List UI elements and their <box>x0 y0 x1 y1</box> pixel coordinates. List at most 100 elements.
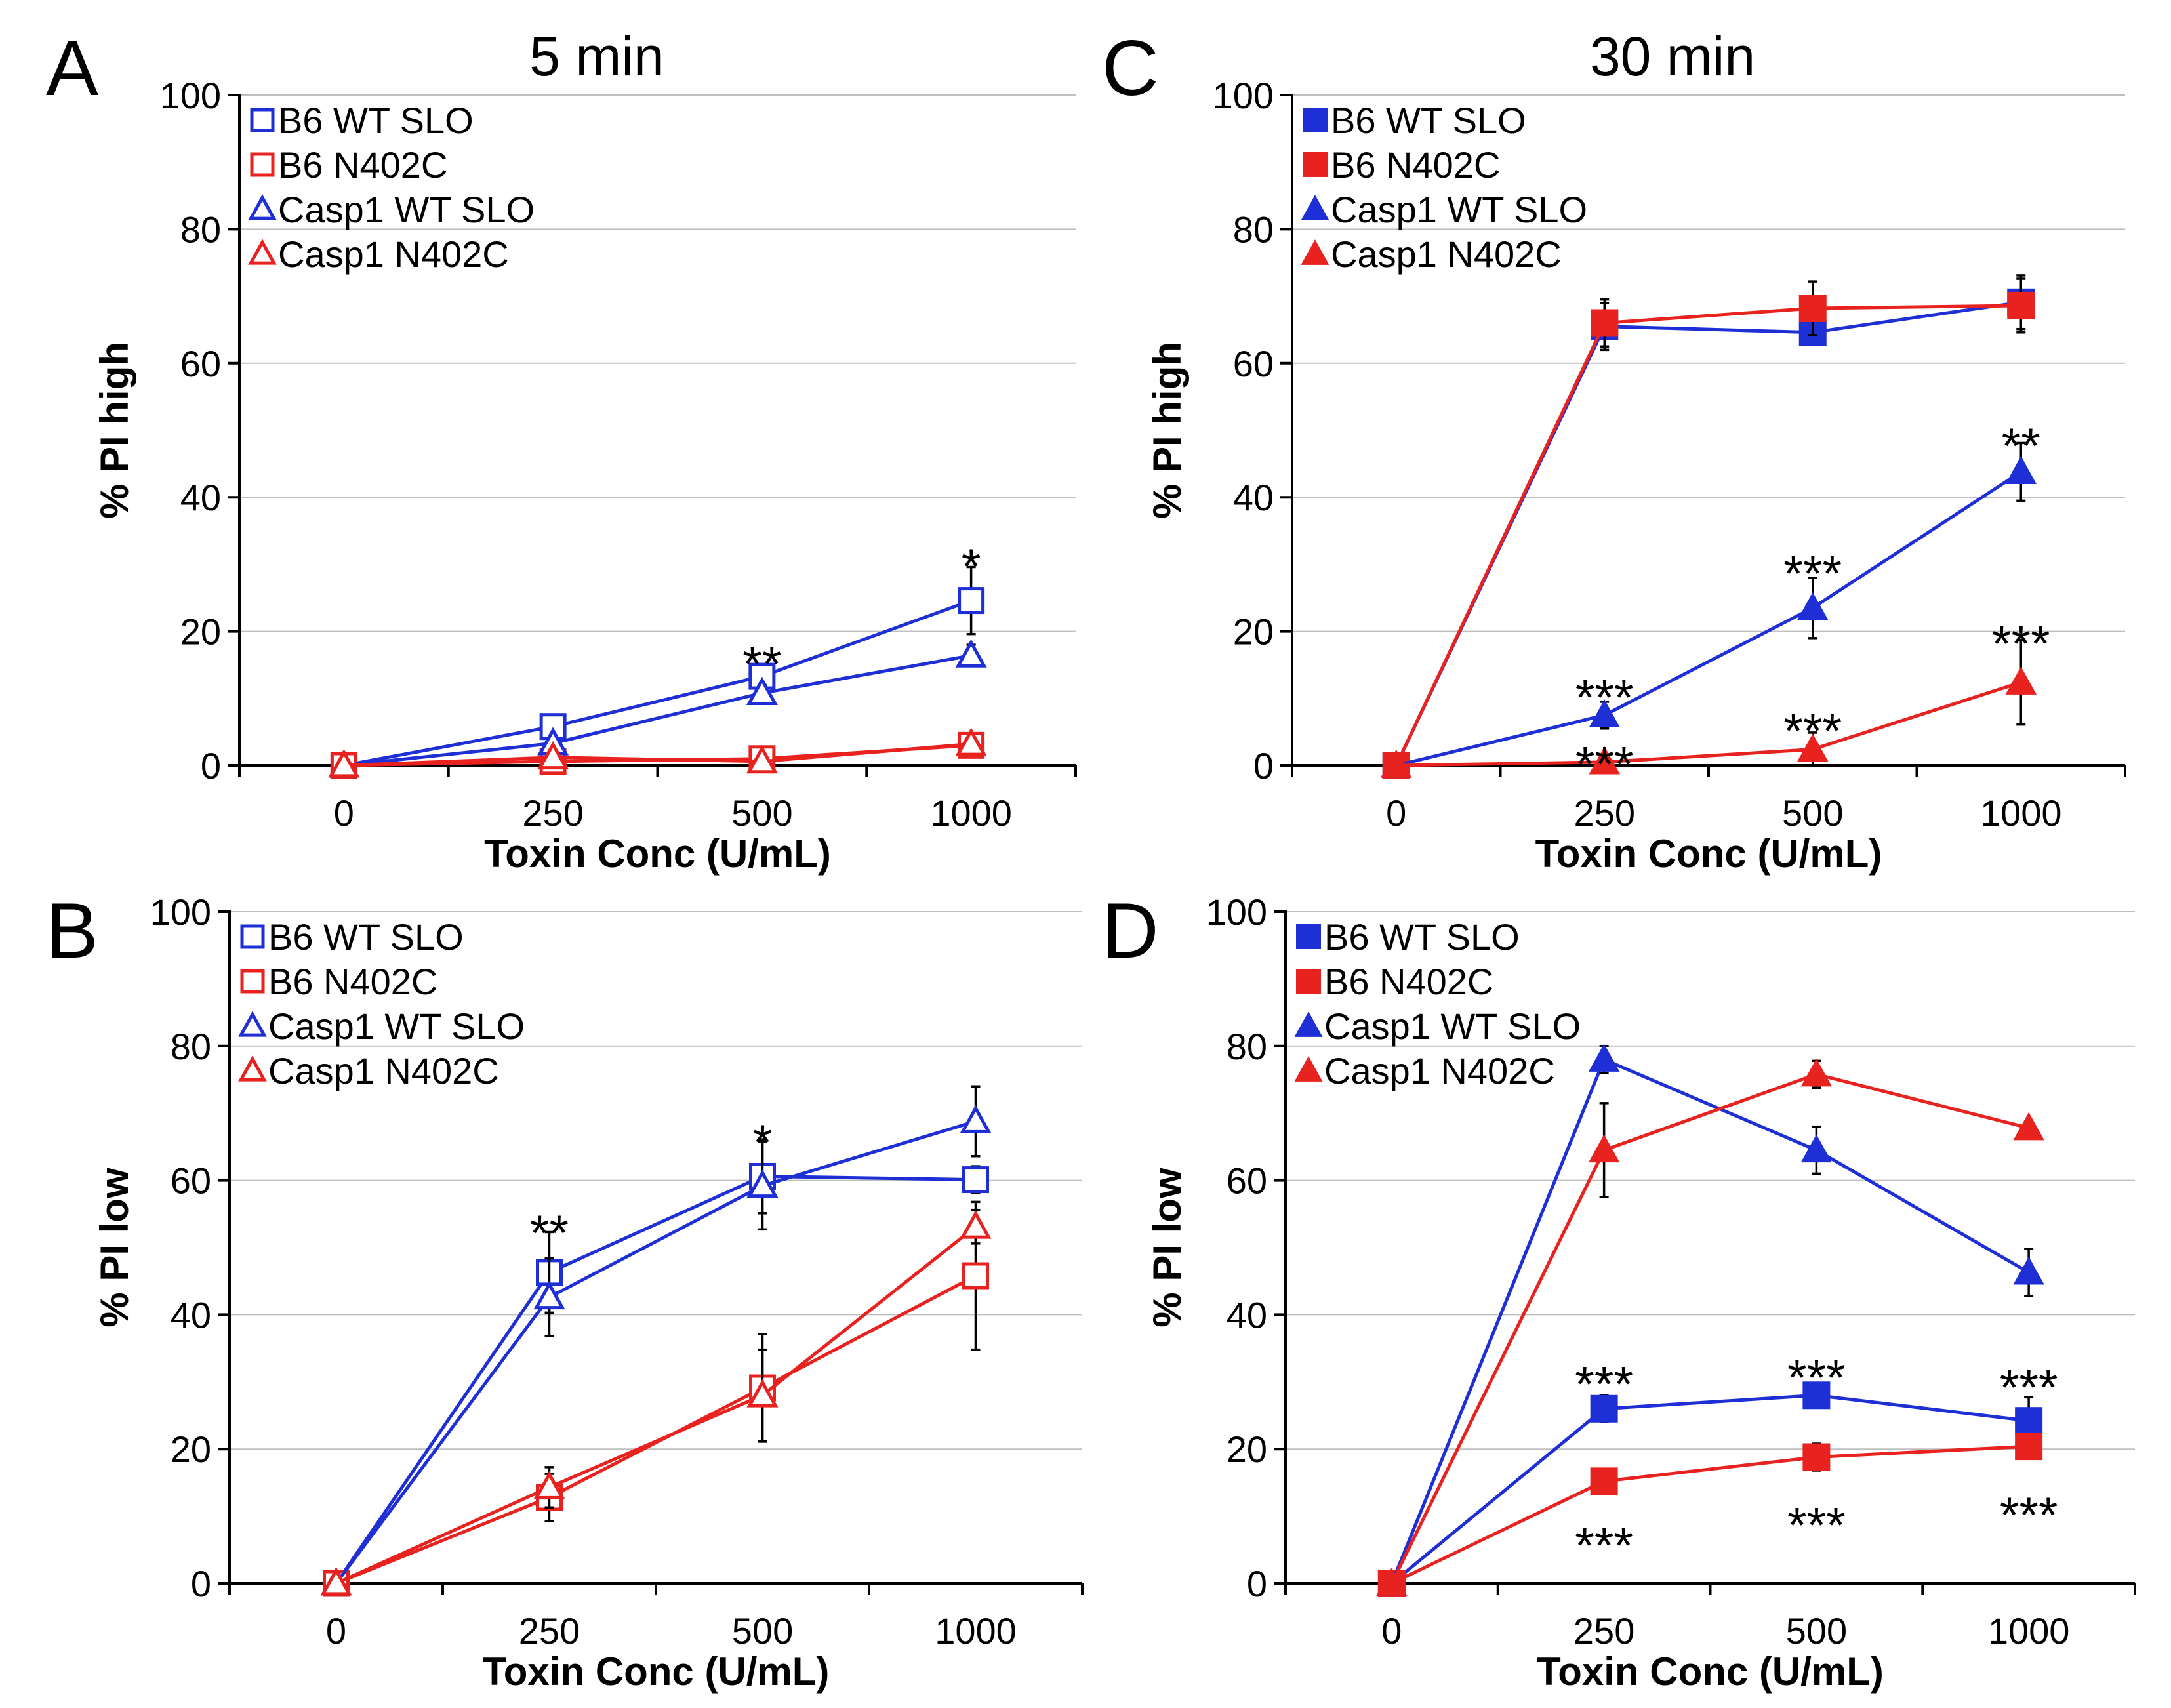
data-point <box>962 1262 989 1290</box>
data-point <box>1590 1467 1618 1495</box>
data-point <box>1381 749 1412 778</box>
series-casp1-n402c <box>1376 1058 2044 1596</box>
y-tick-label: 40 <box>1233 477 1274 518</box>
data-point <box>960 1210 992 1239</box>
legend-marker <box>240 969 265 994</box>
significance-label: ** <box>742 636 781 692</box>
data-point <box>1802 1381 1831 1410</box>
x-tick-label: 500 <box>732 1610 793 1652</box>
legend-label: B6 N402C <box>1324 961 1493 1002</box>
legend-marker <box>238 1055 267 1082</box>
significance-label: *** <box>1787 1498 1846 1554</box>
data-point <box>328 749 360 778</box>
x-tick-label: 0 <box>326 1610 346 1652</box>
y-axis-title: % PI high <box>1145 342 1189 519</box>
series-casp1-n402c <box>320 1208 992 1596</box>
series-b6-wt-slo <box>1377 1381 2043 1597</box>
panel-letter: B <box>46 887 98 975</box>
series-b6-wt-slo <box>323 1138 989 1597</box>
data-point <box>960 1105 992 1133</box>
y-axis-title: % PI low <box>92 1168 136 1328</box>
series-casp1-wt-slo <box>328 639 987 778</box>
y-tick-label: 60 <box>1233 343 1274 384</box>
significance-label: *** <box>1575 1357 1633 1413</box>
legend-marker <box>1296 969 1321 994</box>
legend-marker <box>1303 108 1328 132</box>
data-point <box>2007 291 2035 319</box>
x-tick-label: 500 <box>1782 792 1843 834</box>
x-tick-label: 0 <box>1381 1610 1402 1652</box>
series-line <box>1390 1393 2029 1585</box>
series-line <box>343 599 972 767</box>
y-tick-label: 20 <box>171 1429 211 1470</box>
legend-label: B6 N402C <box>278 144 447 186</box>
legend-marker <box>240 924 265 949</box>
series-line <box>1396 470 2022 767</box>
data-point <box>955 639 987 668</box>
series-b6-n402c <box>1377 1433 2043 1597</box>
legend-label: Casp1 WT SLO <box>1331 189 1587 230</box>
legend-marker <box>248 239 277 265</box>
x-axis-title: Toxin Conc (U/mL) <box>1535 832 1882 876</box>
data-point <box>955 727 987 756</box>
y-tick-label: 40 <box>180 477 221 518</box>
legend-marker <box>1296 924 1321 949</box>
legend-marker <box>238 1011 267 1037</box>
legend-label: Casp1 N402C <box>1331 234 1562 275</box>
data-point <box>746 676 778 705</box>
panel-title: 30 min <box>1590 26 1755 87</box>
y-tick-label: 60 <box>1227 1160 1267 1202</box>
series-casp1-n402c <box>328 727 987 778</box>
significance-label: *** <box>1575 670 1634 725</box>
x-axis-title: Toxin Conc (U/mL) <box>1537 1650 1884 1694</box>
legend-label: B6 WT SLO <box>1324 916 1520 958</box>
significance-label: * <box>753 1115 773 1171</box>
data-point <box>962 1166 989 1194</box>
legend-label: Casp1 WT SLO <box>278 189 535 230</box>
y-tick-label: 100 <box>1213 75 1274 116</box>
x-tick-label: 250 <box>519 1610 580 1652</box>
y-tick-label: 40 <box>1227 1294 1267 1335</box>
legend-marker <box>1301 195 1329 220</box>
legend-label: Casp1 WT SLO <box>268 1006 525 1047</box>
x-tick-label: 0 <box>1386 792 1406 834</box>
x-tick-label: 1000 <box>1980 792 2062 834</box>
x-tick-label: 1000 <box>935 1610 1017 1652</box>
x-axis-title: Toxin Conc (U/mL) <box>484 832 831 876</box>
series-line <box>1390 1072 2029 1585</box>
x-tick-label: 250 <box>1574 792 1635 834</box>
y-tick-label: 20 <box>1227 1429 1267 1470</box>
series-line <box>344 742 971 767</box>
legend-label: B6 WT SLO <box>1331 100 1526 141</box>
y-axis-title: % PI low <box>1145 1168 1189 1328</box>
data-point <box>1798 294 1827 322</box>
legend-marker <box>250 152 275 177</box>
legend-label: Casp1 N402C <box>268 1050 499 1091</box>
data-point <box>1588 1134 1620 1163</box>
x-axis-title: Toxin Conc (U/mL) <box>483 1650 830 1694</box>
y-tick-label: 100 <box>160 75 221 116</box>
data-point <box>537 741 569 770</box>
significance-label: *** <box>1783 546 1842 601</box>
data-point <box>1797 592 1829 620</box>
data-point <box>1376 1567 1408 1596</box>
y-axis-title: % PI high <box>92 342 136 519</box>
data-point <box>1589 699 1620 727</box>
y-tick-label: 100 <box>150 891 211 933</box>
data-point <box>2015 1407 2043 1435</box>
series-line <box>1390 1057 2030 1584</box>
data-point <box>2013 1256 2044 1285</box>
y-tick-label: 80 <box>171 1026 211 1067</box>
series-b6-n402c <box>323 1200 989 1597</box>
series-line <box>1396 680 2022 767</box>
series-casp1-wt-slo <box>320 1085 992 1596</box>
legend-marker <box>1294 1056 1323 1082</box>
significance-label: *** <box>2000 1488 2058 1543</box>
data-point <box>2015 1433 2043 1461</box>
legend-marker <box>250 108 275 132</box>
data-point <box>320 1567 352 1596</box>
panel-letter: D <box>1102 887 1159 975</box>
legend-marker <box>248 194 277 220</box>
